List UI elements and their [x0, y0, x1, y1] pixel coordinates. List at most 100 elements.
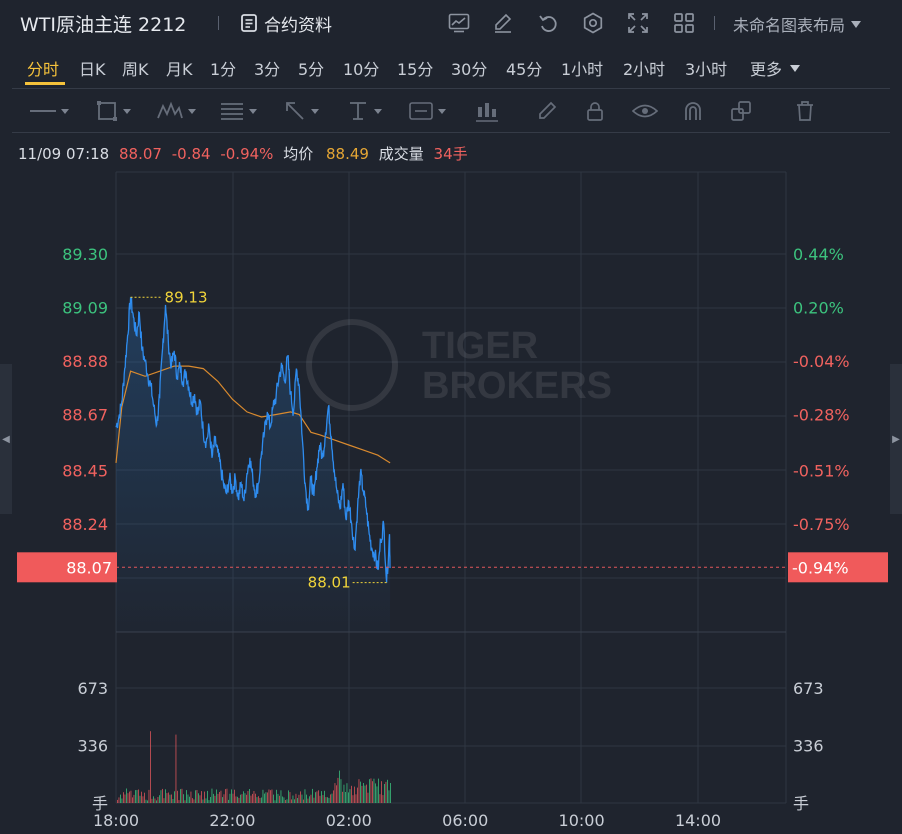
high-marker: 89.13 — [130, 288, 208, 306]
average-price-line — [115, 365, 391, 464]
tab-1min[interactable]: 1分 — [210, 60, 237, 79]
tab-5min[interactable]: 5分 — [298, 60, 325, 79]
tab-more-label: 更多 — [750, 60, 783, 79]
candle-tool-icon[interactable] — [475, 98, 499, 124]
layout-name: 未命名图表布局 — [733, 16, 846, 35]
quote-volume-label: 成交量 — [378, 145, 424, 163]
quote-line: 11/09 07:18 88.07 -0.84 -0.94% 均价 88.49 … — [18, 143, 473, 164]
fib-tool-icon[interactable] — [220, 98, 257, 124]
tab-intraday[interactable]: 分时 — [27, 60, 60, 79]
text-tool-icon[interactable] — [409, 98, 446, 124]
lock-icon[interactable] — [584, 98, 606, 124]
time-tick-label: 18:00 — [93, 811, 139, 830]
tab-1hour[interactable]: 1小时 — [561, 60, 604, 79]
volume-bars — [117, 731, 391, 803]
tab-weekly[interactable]: 周K — [122, 60, 149, 79]
current-price-tag-right: -0.94% — [788, 552, 888, 583]
tab-3min[interactable]: 3分 — [254, 60, 281, 79]
tab-30min[interactable]: 30分 — [451, 60, 488, 79]
clone-icon[interactable] — [730, 98, 752, 124]
line-tool-icon[interactable] — [30, 98, 69, 124]
current-pct-label: -0.94% — [792, 558, 849, 577]
tab-daily[interactable]: 日K — [79, 60, 106, 79]
caret-down-icon — [790, 64, 801, 72]
collapse-left-arrow-icon[interactable]: ◀ — [0, 364, 12, 514]
draw-icon[interactable] — [491, 11, 515, 35]
percent-tick-label: 0.20% — [793, 298, 844, 317]
contract-info-button[interactable]: 合约资料 — [240, 11, 332, 36]
volume-axis: 673 673 336 336 手 手 — [77, 679, 823, 813]
price-area — [116, 297, 391, 632]
header-bar: WTI原油主连 2212 合约资料 未命名图表布局 — [0, 0, 902, 46]
intraday-chart[interactable]: TIGER BROKERS 89.3089.0988.8888.6788.458… — [0, 165, 902, 834]
volume-tick-label: 673 — [793, 679, 824, 698]
rect-tool-icon[interactable] — [96, 98, 131, 124]
price-tick-label: 88.88 — [62, 352, 108, 371]
tab-10min[interactable]: 10分 — [343, 60, 380, 79]
time-axis: 18:00 22:00 02:00 06:00 10:00 14:00 — [93, 811, 721, 830]
header-separator — [218, 16, 219, 30]
grid-icon[interactable] — [672, 11, 696, 35]
tab-15min[interactable]: 15分 — [397, 60, 434, 79]
period-tabs: 分时 日K 周K 月K 1分 3分 5分 10分 15分 30分 45分 1小时… — [0, 50, 902, 84]
tab-monthly[interactable]: 月K — [166, 60, 193, 79]
tab-45min[interactable]: 45分 — [506, 60, 543, 79]
gear-icon[interactable] — [581, 11, 605, 35]
watermark-line-2: BROKERS — [422, 365, 612, 407]
high-label: 89.13 — [165, 288, 208, 306]
volume-tick-label: 336 — [793, 737, 824, 756]
tabs-divider — [12, 88, 890, 89]
indicator-icon[interactable] — [447, 11, 471, 35]
percent-tick-label: -0.75% — [793, 515, 850, 534]
quote-avg-value: 88.49 — [326, 145, 369, 163]
time-tick-label: 10:00 — [559, 811, 605, 830]
magnet-icon[interactable] — [682, 98, 704, 124]
quote-change-pct: -0.94% — [220, 145, 274, 163]
quote-avg-label: 均价 — [283, 145, 314, 163]
watermark: TIGER BROKERS — [306, 319, 612, 411]
time-tick-label: 14:00 — [675, 811, 721, 830]
volume-tick-label: 673 — [77, 679, 108, 698]
layout-selector[interactable]: 未命名图表布局 — [733, 12, 862, 36]
tab-3hour[interactable]: 3小时 — [685, 60, 728, 79]
header-separator — [714, 16, 715, 30]
left-price-axis: 89.30 89.09 88.88 88.67 88.45 88.24 — [62, 245, 108, 534]
low-label: 88.01 — [308, 574, 351, 592]
price-tick-label: 89.30 — [62, 245, 108, 264]
arrow-tool-icon[interactable] — [284, 98, 319, 124]
eye-icon[interactable] — [632, 98, 658, 124]
caret-down-icon — [851, 20, 862, 28]
document-icon — [241, 14, 257, 32]
current-price-tag-left: 88.07 — [17, 552, 117, 583]
measure-tool-icon[interactable] — [347, 98, 382, 124]
collapse-right-arrow-icon[interactable]: ▶ — [890, 364, 902, 514]
time-tick-label: 02:00 — [326, 811, 372, 830]
quote-volume-value: 34手 — [433, 145, 468, 163]
tab-more[interactable]: 更多 — [750, 56, 801, 80]
percent-tick-label: 0.44% — [793, 245, 844, 264]
volume-tick-label: 336 — [77, 737, 108, 756]
time-tick-label: 22:00 — [209, 811, 255, 830]
percent-tick-label: -0.04% — [793, 352, 850, 371]
pencil-icon[interactable] — [536, 98, 558, 124]
drawing-toolbar — [0, 92, 902, 130]
watermark-line-1: TIGER — [422, 325, 538, 367]
tab-2hour[interactable]: 2小时 — [623, 60, 666, 79]
quote-price: 88.07 — [119, 145, 162, 163]
trash-icon[interactable] — [794, 98, 816, 124]
time-tick-label: 06:00 — [442, 811, 488, 830]
right-percent-axis: 0.44% 0.20% -0.04% -0.28% -0.51% -0.75% — [793, 245, 850, 534]
toolbar-divider — [12, 132, 890, 133]
price-tick-label: 89.09 — [62, 298, 108, 317]
pattern-tool-icon[interactable] — [157, 98, 196, 124]
price-tick-label: 88.24 — [62, 515, 108, 534]
price-tick-label: 88.45 — [62, 462, 108, 481]
fullscreen-icon[interactable] — [626, 11, 650, 35]
percent-tick-label: -0.51% — [793, 462, 850, 481]
active-tab-indicator — [25, 82, 65, 85]
instrument-title[interactable]: WTI原油主连 2212 — [20, 14, 187, 36]
volume-tick-label: 手 — [793, 794, 809, 813]
contract-info-label: 合约资料 — [264, 15, 332, 36]
undo-icon[interactable] — [536, 11, 560, 35]
price-tick-label: 88.67 — [62, 405, 108, 424]
